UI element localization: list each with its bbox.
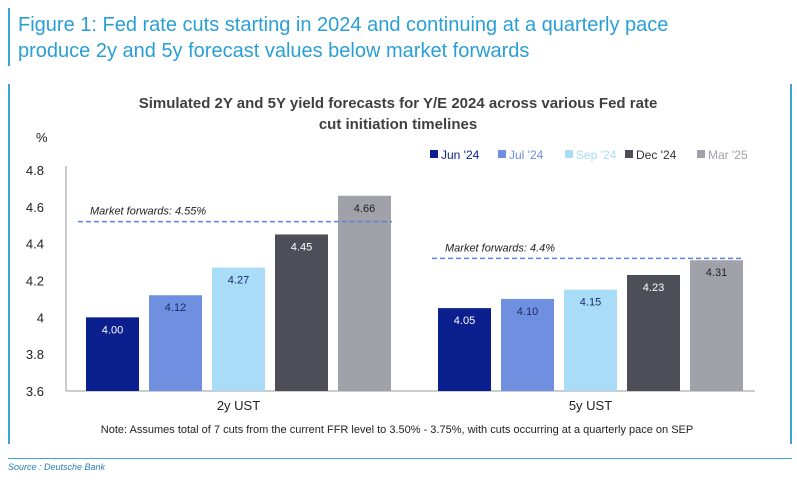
bar [149, 295, 202, 391]
y-tick-label: 4.4 [26, 237, 44, 252]
legend-label: Dec '24 [636, 148, 677, 162]
legend-swatch [697, 150, 705, 158]
bar [438, 308, 491, 391]
figure-title: Figure 1: Fed rate cuts starting in 2024… [18, 12, 778, 64]
bar [212, 267, 265, 391]
legend-swatch [625, 150, 633, 158]
bar [564, 289, 617, 391]
bottom-rule [8, 458, 792, 459]
y-tick-label: 4.2 [26, 274, 44, 289]
bar [338, 195, 391, 391]
chart-title-line-1: Simulated 2Y and 5Y yield forecasts for … [139, 95, 658, 112]
legend-label: Sep '24 [576, 148, 617, 162]
bar-value-label: 4.00 [102, 324, 123, 336]
bar-value-label: 4.15 [580, 297, 601, 309]
x-category-label: 5y UST [569, 398, 612, 413]
legend-label: Mar '25 [708, 148, 748, 162]
legend-label: Jun '24 [441, 148, 480, 162]
figure-title-line-2: produce 2y and 5y forecast values below … [18, 40, 530, 62]
bar-value-label: 4.12 [165, 302, 186, 314]
figure-title-line-1: Figure 1: Fed rate cuts starting in 2024… [18, 14, 669, 36]
bar-value-label: 4.45 [291, 241, 312, 253]
y-tick-label: 3.6 [26, 384, 44, 399]
legend-swatch [430, 150, 438, 158]
figure-header: Figure 1: Fed rate cuts starting in 2024… [8, 8, 790, 66]
legend-label: Jul '24 [509, 148, 544, 162]
y-tick-label: 4 [37, 310, 44, 325]
bar-value-label: 4.10 [517, 306, 538, 318]
bar [86, 317, 139, 391]
chart-note: Note: Assumes total of 7 cuts from the c… [101, 424, 693, 436]
legend-swatch [498, 150, 506, 158]
legend-swatch [565, 150, 573, 158]
bar [501, 298, 554, 391]
bar-value-label: 4.27 [228, 275, 249, 287]
source-note: Source : Deutsche Bank [8, 462, 106, 472]
market-forward-label: Market forwards: 4.4% [445, 242, 555, 254]
bar-value-label: 4.31 [706, 267, 727, 279]
y-axis-unit-label: % [36, 130, 48, 145]
bar [690, 260, 743, 391]
y-tick-label: 3.8 [26, 347, 44, 362]
bar-value-label: 4.05 [454, 315, 475, 327]
bar [627, 274, 680, 391]
bar [275, 234, 328, 391]
bar-value-label: 4.66 [354, 203, 375, 215]
y-tick-label: 4.8 [26, 163, 44, 178]
chart-title-line-2: cut initiation timelines [319, 116, 477, 133]
y-tick-label: 4.6 [26, 200, 44, 215]
chart-frame [8, 84, 792, 444]
market-forward-label: Market forwards: 4.55% [90, 206, 206, 218]
bar-value-label: 4.23 [643, 282, 664, 294]
x-category-label: 2y UST [217, 398, 260, 413]
